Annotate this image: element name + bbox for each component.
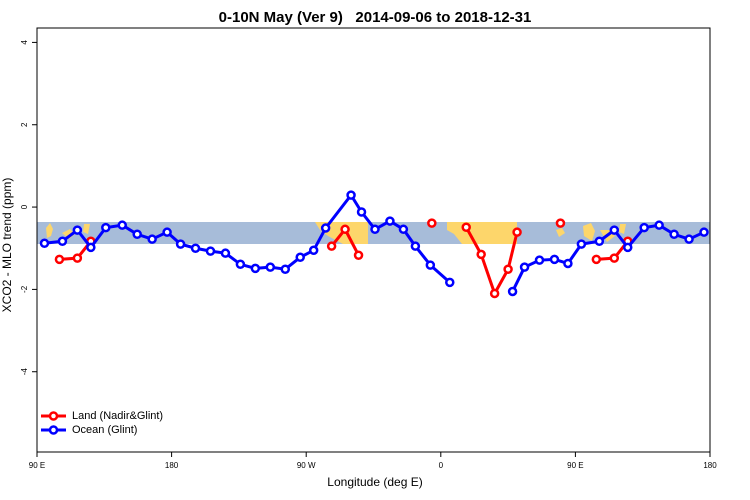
point: [507, 286, 518, 297]
y-tick-label: -2: [20, 285, 29, 293]
x-axis-label: Longitude (deg E): [327, 475, 422, 489]
point: [205, 246, 216, 256]
point: [594, 236, 605, 246]
point: [549, 254, 560, 265]
point: [576, 239, 587, 249]
x-tick-label: 0: [439, 461, 444, 470]
point: [39, 238, 50, 249]
point: [639, 222, 649, 233]
point: [669, 229, 679, 239]
point: [476, 249, 486, 260]
point: [132, 229, 142, 239]
x-tick-label: 90 E: [567, 461, 583, 470]
point: [72, 253, 83, 263]
y-tick-label: 4: [20, 40, 29, 45]
point: [295, 252, 305, 263]
legend-marker: [48, 411, 59, 421]
chart-title: 0-10N May (Ver 9) 2014-09-06 to 2018-12-…: [219, 9, 532, 26]
point: [265, 262, 276, 272]
point: [57, 236, 68, 246]
point: [427, 218, 437, 228]
point: [461, 222, 471, 232]
point: [563, 258, 573, 269]
plot-frame: [36, 27, 711, 453]
point: [654, 220, 664, 230]
point: [162, 227, 172, 237]
point: [320, 223, 331, 233]
point: [308, 245, 319, 256]
point: [235, 259, 246, 270]
point: [370, 224, 380, 235]
y-tick-label: 0: [20, 204, 29, 209]
point: [489, 288, 500, 299]
point: [512, 227, 522, 237]
x-tick-label: 180: [703, 461, 717, 470]
point: [555, 218, 566, 228]
point: [280, 264, 291, 274]
point: [425, 260, 436, 270]
x-tick-label: 90 W: [297, 461, 316, 470]
point: [622, 242, 633, 253]
point: [410, 241, 421, 251]
legend-label: Ocean (Glint): [72, 424, 137, 436]
point: [190, 243, 201, 253]
point: [86, 242, 96, 253]
x-tick-label: 90 E: [29, 461, 45, 470]
point: [326, 241, 337, 251]
point: [147, 234, 157, 244]
point: [684, 234, 694, 244]
point: [54, 254, 65, 265]
point: [445, 277, 455, 288]
point: [398, 224, 409, 235]
point: [503, 264, 513, 274]
point: [346, 190, 356, 200]
point: [72, 225, 83, 235]
y-tick-label: -4: [20, 368, 29, 376]
point: [385, 216, 395, 226]
point: [101, 222, 111, 233]
point: [356, 207, 367, 217]
legend-label: Land (Nadir&Glint): [72, 410, 163, 422]
point: [117, 220, 127, 230]
point: [519, 262, 530, 272]
y-axis-label: XCO2 - MLO trend (ppm): [0, 178, 14, 313]
point: [609, 225, 620, 235]
series-line: [44, 192, 451, 284]
point: [591, 254, 602, 265]
point: [175, 239, 186, 249]
point: [250, 263, 261, 274]
legend-marker: [48, 425, 59, 435]
point: [353, 250, 364, 260]
point: [609, 253, 620, 263]
point: [534, 255, 545, 265]
point: [220, 248, 231, 258]
point: [340, 224, 350, 235]
x-tick-label: 180: [165, 461, 179, 470]
point: [699, 227, 709, 237]
y-tick-label: 2: [20, 122, 29, 127]
